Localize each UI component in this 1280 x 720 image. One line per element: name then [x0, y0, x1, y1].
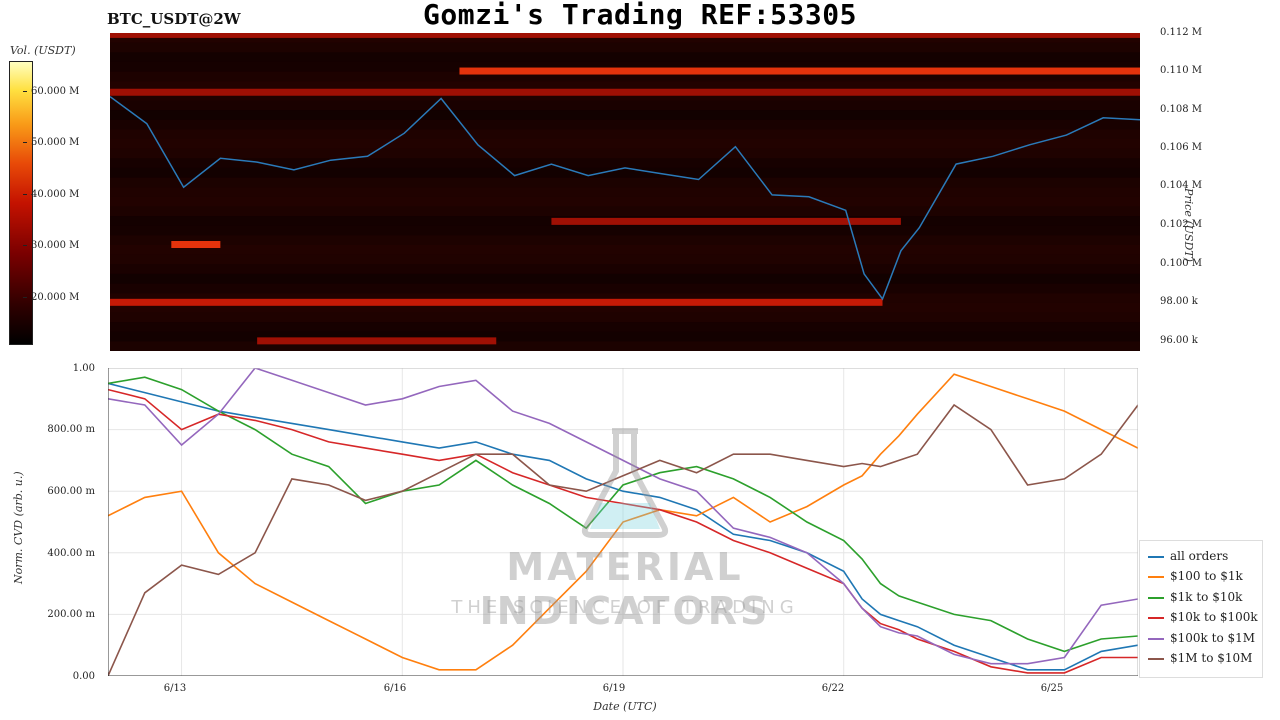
liquidity-wall — [110, 88, 1140, 96]
heatmap-band — [110, 139, 1140, 149]
heatmap-band — [110, 206, 1140, 217]
x-axis-label: Date (UTC) — [593, 700, 657, 713]
legend: all orders $100 to $1k $1k to $10k $10k … — [1139, 540, 1263, 678]
colorbar-tick: 50.000 M — [31, 137, 80, 148]
x-tick: 6/16 — [383, 683, 407, 694]
cvd-series-line — [108, 368, 1138, 665]
colorbar-tick: 40.000 M — [31, 189, 80, 200]
cvd-series-line — [108, 403, 1138, 676]
cvd-y-tick: 400.00 m — [47, 548, 95, 559]
cvd-y-tick: 800.00 m — [47, 424, 95, 435]
cvd-series-line — [108, 388, 1138, 674]
heatmap-band — [110, 129, 1140, 139]
price-tick: 0.102 M — [1160, 219, 1203, 230]
symbol-label: BTC_USDT@2W — [107, 10, 241, 28]
heatmap-band — [110, 245, 1140, 255]
legend-item: $1k to $10k — [1148, 590, 1242, 604]
legend-item: $100 to $1k — [1148, 569, 1243, 583]
cvd-y-axis-label: Norm. CVD (arb. u.) — [12, 471, 25, 584]
x-tick: 6/22 — [821, 683, 845, 694]
cvd-chart — [108, 368, 1138, 676]
x-tick: 6/13 — [163, 683, 187, 694]
heatmap-band — [110, 148, 1140, 159]
x-tick: 6/25 — [1040, 683, 1064, 694]
chart-title: Gomzi's Trading REF:53305 — [423, 0, 857, 31]
legend-swatch — [1148, 637, 1164, 640]
legend-item: $10k to $100k — [1148, 610, 1258, 624]
heatmap-band — [110, 273, 1140, 284]
colorbar-label: Vol. (USDT) — [10, 44, 76, 57]
legend-swatch — [1148, 657, 1164, 660]
price-tick: 98.00 k — [1160, 296, 1198, 307]
colorbar-tick: 20.000 M — [31, 292, 80, 303]
liquidity-wall — [171, 241, 221, 248]
legend-swatch — [1148, 575, 1164, 578]
heatmap-band — [110, 341, 1140, 351]
volume-colorbar — [9, 61, 33, 345]
legend-item: $100k to $1M — [1148, 631, 1255, 645]
price-tick: 0.108 M — [1160, 104, 1203, 115]
cvd-y-tick: 600.00 m — [47, 486, 95, 497]
liquidity-wall — [257, 337, 497, 345]
legend-label: $1k to $10k — [1170, 590, 1243, 604]
legend-label: all orders — [1170, 549, 1229, 563]
heatmap-band — [110, 264, 1140, 274]
heatmap-band — [110, 225, 1140, 236]
orderbook-heatmap — [110, 33, 1140, 351]
price-axis-label: Price (USDT) — [1182, 188, 1195, 262]
price-tick: 96.00 k — [1160, 335, 1198, 346]
heatmap-band — [110, 331, 1140, 342]
legend-label: $100k to $1M — [1170, 631, 1256, 645]
price-tick: 0.100 M — [1160, 258, 1203, 269]
liquidity-wall — [459, 67, 1140, 75]
legend-item: $1M to $10M — [1148, 651, 1252, 665]
heatmap-band — [110, 71, 1140, 82]
heatmap-band — [110, 119, 1140, 130]
heatmap-band — [110, 196, 1140, 207]
heatmap-band — [110, 187, 1140, 197]
legend-swatch — [1148, 616, 1164, 619]
heatmap-band — [110, 81, 1140, 91]
heatmap-band — [110, 235, 1140, 245]
price-tick: 0.104 M — [1160, 180, 1203, 191]
heatmap-band — [110, 167, 1140, 178]
cvd-y-tick: 0.00 — [72, 671, 95, 682]
heatmap-band — [110, 322, 1140, 332]
price-line — [110, 95, 1140, 301]
legend-label: $100 to $1k — [1170, 569, 1243, 583]
cvd-series-line — [108, 376, 1138, 653]
heatmap-band — [110, 312, 1140, 323]
legend-label: $10k to $100k — [1170, 610, 1258, 624]
legend-swatch — [1148, 596, 1164, 599]
price-tick: 0.110 M — [1160, 65, 1203, 76]
heatmap-band — [110, 42, 1140, 53]
price-tick: 0.106 M — [1160, 142, 1203, 153]
legend-label: $1M to $10M — [1170, 651, 1253, 665]
legend-item: all orders — [1148, 549, 1228, 563]
legend-swatch — [1148, 555, 1164, 558]
colorbar-tick: 30.000 M — [31, 240, 80, 251]
heatmap-band — [110, 100, 1140, 111]
liquidity-wall — [110, 298, 883, 306]
heatmap-band — [110, 158, 1140, 168]
heatmap-band — [110, 302, 1140, 313]
price-tick: 0.112 M — [1160, 27, 1203, 38]
heatmap-band — [110, 61, 1140, 72]
heatmap-band — [110, 283, 1140, 294]
liquidity-wall — [110, 33, 1140, 38]
heatmap-band — [110, 177, 1140, 188]
cvd-y-tick: 1.00 — [72, 363, 95, 374]
liquidity-wall — [551, 217, 901, 225]
heatmap-band — [110, 254, 1140, 265]
colorbar-tick: 60.000 M — [31, 86, 80, 97]
heatmap-band — [110, 110, 1140, 120]
cvd-series-line — [108, 382, 1138, 671]
cvd-y-tick: 200.00 m — [47, 609, 95, 620]
heatmap-band — [110, 52, 1140, 62]
heatmap-band — [110, 293, 1140, 303]
x-tick: 6/19 — [602, 683, 626, 694]
